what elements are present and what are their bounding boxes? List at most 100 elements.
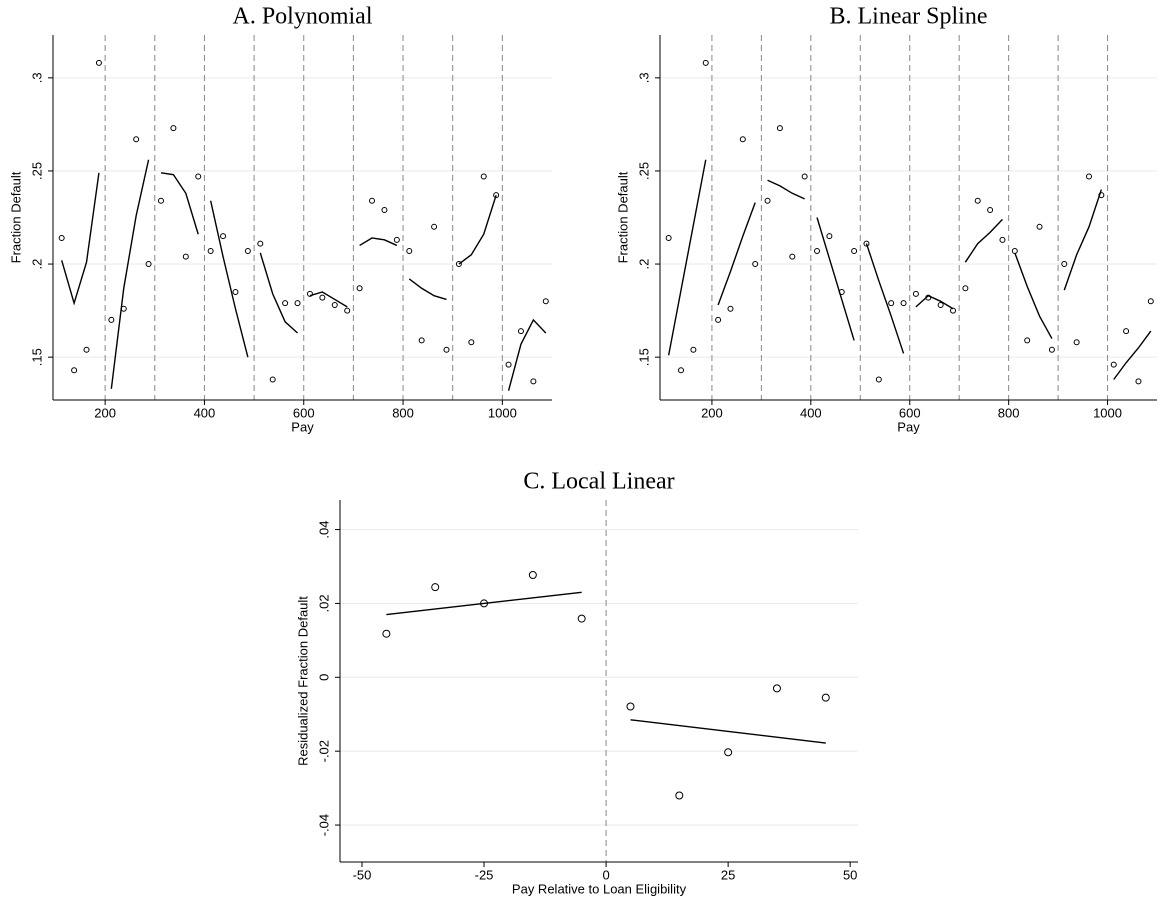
data-point <box>257 240 264 247</box>
data-point <box>418 337 425 344</box>
data-point <box>493 192 500 199</box>
data-point <box>505 361 512 368</box>
data-point <box>455 261 462 268</box>
data-point <box>937 302 944 309</box>
fit-line <box>1113 330 1152 380</box>
x-tick-label: 800 <box>998 405 1020 420</box>
data-point <box>319 294 326 301</box>
data-point <box>83 346 90 353</box>
fit-line <box>386 591 582 616</box>
data-point <box>626 702 635 711</box>
data-point <box>331 302 338 309</box>
data-point <box>157 197 164 204</box>
y-tick-label: -.04 <box>316 814 331 836</box>
data-point <box>826 233 833 240</box>
data-point <box>577 614 586 623</box>
fit-line <box>259 252 299 334</box>
x-tick-label: 1000 <box>488 405 517 420</box>
data-point <box>690 346 697 353</box>
data-point <box>875 376 882 383</box>
fit-line <box>110 159 150 389</box>
data-point <box>962 285 969 292</box>
data-point <box>1048 346 1055 353</box>
x-axis-title: Pay Relative to Loan Eligibility <box>512 881 687 896</box>
data-point <box>269 376 276 383</box>
data-point <box>542 298 549 305</box>
data-point <box>232 288 239 295</box>
fit-line <box>309 291 348 308</box>
data-point <box>1061 261 1068 268</box>
data-point <box>950 307 957 314</box>
y-tick-label: .04 <box>316 521 331 539</box>
fit-line <box>209 200 249 358</box>
data-point <box>306 290 313 297</box>
data-point <box>838 288 845 295</box>
x-tick-label: 400 <box>194 405 216 420</box>
data-point <box>675 791 684 800</box>
x-tick-label: 200 <box>701 405 723 420</box>
y-tick-label: .2 <box>636 259 651 270</box>
data-point <box>1135 378 1142 385</box>
fit-line <box>359 237 398 247</box>
data-point <box>393 236 400 243</box>
data-point <box>480 173 487 180</box>
x-tick-label: 50 <box>843 867 857 882</box>
data-point <box>1024 337 1031 344</box>
data-point <box>443 346 450 353</box>
data-point <box>678 367 685 374</box>
data-point <box>739 136 746 143</box>
data-point <box>702 59 709 66</box>
x-tick-label: 200 <box>94 405 116 420</box>
y-axis-title: Residualized Fraction Default <box>295 596 310 766</box>
data-point <box>1123 328 1130 335</box>
y-tick-label: .2 <box>29 259 44 270</box>
data-point <box>382 629 391 638</box>
data-point <box>1036 223 1043 230</box>
data-point <box>665 234 672 241</box>
data-point <box>244 248 251 255</box>
data-point <box>108 316 115 323</box>
data-point <box>888 300 895 307</box>
y-tick-label: -.02 <box>316 740 331 762</box>
y-tick-label: .25 <box>29 162 44 180</box>
x-axis-title: Pay <box>291 419 314 434</box>
fit-line <box>816 217 855 341</box>
data-point <box>282 300 289 307</box>
y-axis-title: Fraction Default <box>615 171 630 263</box>
y-tick-label: .3 <box>29 72 44 83</box>
data-point <box>431 583 440 592</box>
data-point <box>182 253 189 260</box>
x-tick-label: -50 <box>353 867 372 882</box>
fit-line <box>408 278 447 301</box>
data-point <box>145 261 152 268</box>
data-point <box>207 248 214 255</box>
data-point <box>480 599 489 608</box>
chart-title: B. Linear Spline <box>830 4 988 30</box>
data-point <box>528 570 537 579</box>
data-point <box>1011 248 1018 255</box>
data-point <box>220 233 227 240</box>
data-point <box>133 136 140 143</box>
y-tick-label: .3 <box>636 72 651 83</box>
data-point <box>195 173 202 180</box>
data-point <box>752 261 759 268</box>
y-tick-label: .15 <box>29 348 44 366</box>
fit-line <box>865 243 905 354</box>
data-point <box>1086 173 1093 180</box>
data-point <box>724 748 733 757</box>
data-point <box>344 307 351 314</box>
data-point <box>120 305 127 312</box>
fit-line <box>458 194 497 265</box>
data-point <box>58 234 65 241</box>
data-point <box>814 248 821 255</box>
chart-title: C. Local Linear <box>523 469 674 495</box>
fit-line <box>667 159 707 356</box>
data-point <box>369 197 376 204</box>
data-point <box>170 125 177 132</box>
data-point <box>95 59 102 66</box>
data-point <box>431 223 438 230</box>
y-tick-label: .15 <box>636 348 651 366</box>
x-tick-label: 1000 <box>1093 405 1122 420</box>
data-point <box>764 197 771 204</box>
